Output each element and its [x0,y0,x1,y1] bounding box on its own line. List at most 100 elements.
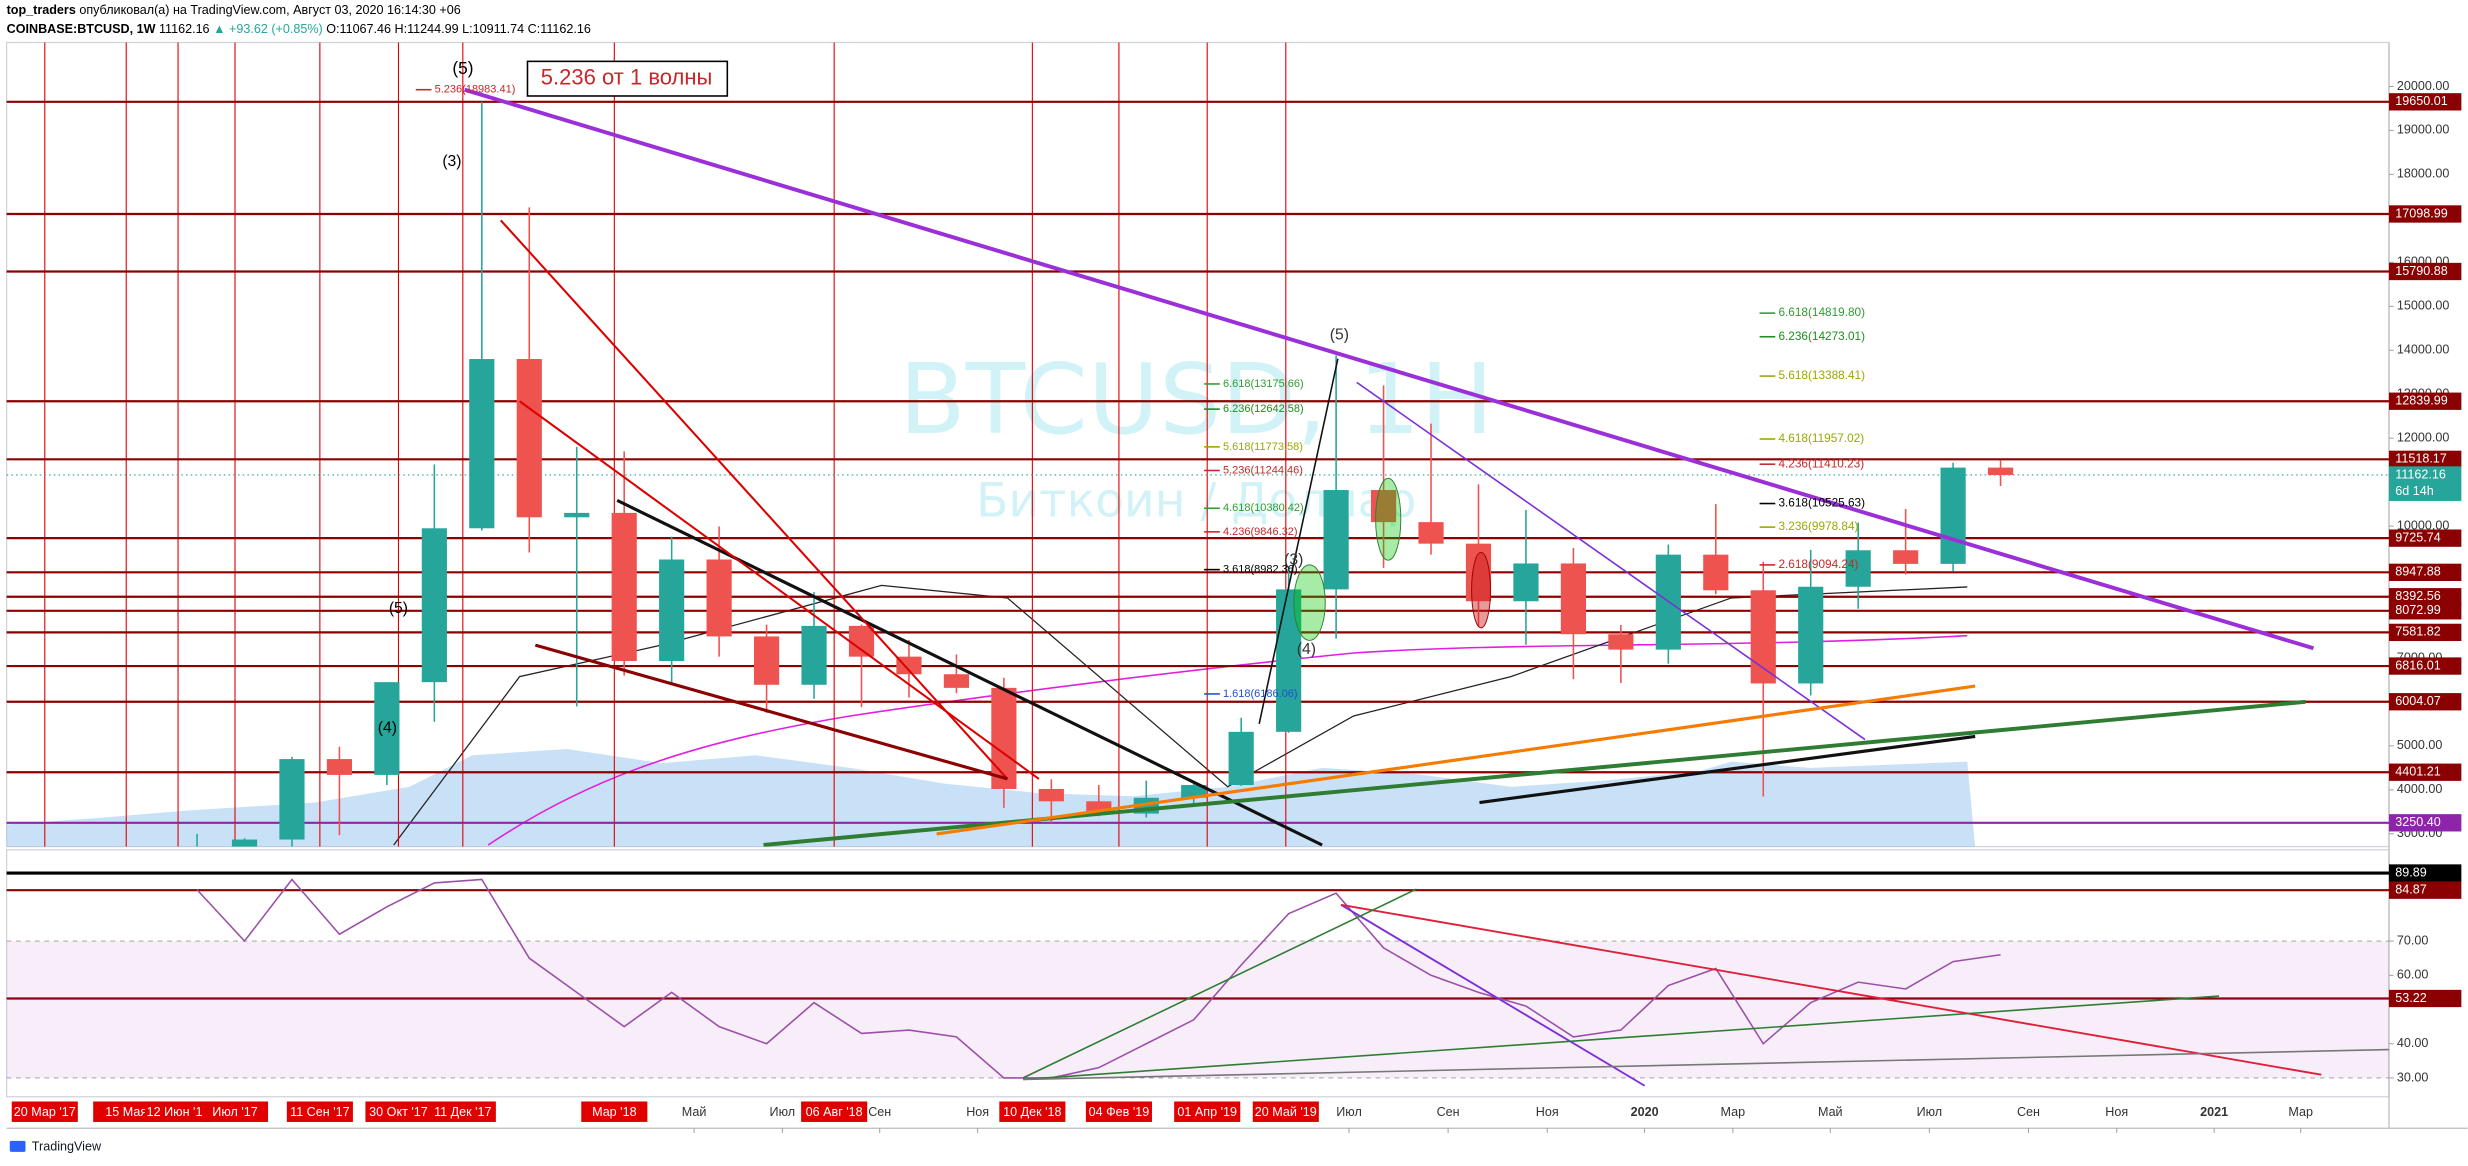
x-tick-box [145,1101,212,1122]
y-tick-label: 60.00 [2397,968,2428,982]
candle-body [1418,522,1444,544]
trendline [1023,995,2220,1081]
level-label: 17098.99 [2395,206,2447,220]
annotation: 6.618(14819.80) [1778,305,1865,319]
x-tick-box [286,1101,353,1122]
annotation: (5) [1330,326,1349,343]
candle-body [1750,590,1776,684]
trendline [1258,358,1339,724]
level-label: 11518.17 [2395,452,2447,466]
candle-body [1038,788,1064,802]
rsi-band [6,941,2389,1078]
x-tick-label: Ноя [966,1105,989,1119]
trendline [1022,888,1417,1079]
candle-body [611,512,637,662]
candle-body [659,559,685,662]
candle-body [279,759,305,840]
candle-body [1560,563,1587,635]
highlight-ellipse [1471,551,1491,629]
y-tick-label: 70.00 [2397,933,2428,947]
candle-body [943,674,970,688]
title-box [526,60,729,97]
level-label: 12839.99 [2395,394,2447,408]
x-tick-label: Май [1818,1105,1843,1119]
candle-body [1987,467,2014,475]
level-label-box [2388,529,2462,547]
x-tick-label: Июл '17 [212,1105,257,1119]
annotation: 4.236(11410.23) [1778,456,1864,470]
annotation: 6.236(12642.58) [1223,403,1304,415]
level-label-box [2388,814,2462,832]
trendline [1340,903,1646,1087]
highlight-ellipse [1375,477,1402,561]
annotation: 5.618(13388.41) [1778,368,1865,382]
candle-body [421,528,447,683]
trendline [463,87,2315,651]
candle-body [896,656,922,675]
level-label: 8947.88 [2395,565,2440,579]
annotation: (4) [1297,641,1316,658]
candle-body [1940,467,1966,564]
level-label-box [2388,989,2462,1008]
watermark-subtitle: Биткоин / Доллар [976,474,1416,529]
candle-body [1513,563,1539,602]
annotation: 4.618(10380.42) [1223,502,1304,514]
trendline [1356,381,1866,741]
x-tick-label: Ноя [1536,1105,1559,1119]
candle-body [753,636,780,685]
trendline [936,684,1976,836]
level-label-box [2388,881,2462,899]
watermark: BTCUSD, 1H [899,343,1494,457]
level-label-box [2388,864,2462,882]
candle-body [1276,589,1302,732]
x-tick-label: Май [682,1105,707,1119]
y-tick-label: 15000.00 [2397,299,2449,313]
annotation: (5) [452,58,473,78]
candle-body [1798,586,1824,684]
candle-body [516,359,542,518]
y-tick-label: 30.00 [2397,1070,2428,1084]
candle-body [1181,785,1207,798]
y-tick-label: 18000.00 [2397,167,2449,181]
level-label: 9725.74 [2395,530,2440,544]
y-tick-label: 20000.00 [2397,79,2449,93]
level-label: 8072.99 [2395,603,2440,617]
x-tick-label: 01 Апр '19 [1177,1105,1237,1119]
y-tick-label: 40.00 [2397,1036,2428,1050]
x-tick-box [201,1101,269,1122]
level-label-box [2388,450,2462,468]
x-tick-box [93,1101,160,1122]
symbol-line: COINBASE:BTCUSD, 1W 11162.16 ▲ +93.62 (+… [7,22,591,36]
x-tick-label: 04 Фев '19 [1089,1105,1150,1119]
ohlc-low: L:10911.74 [462,22,524,36]
trendline [1340,903,2322,1076]
annotation: 5.236(11244.46) [1223,464,1303,476]
rsi-background [6,878,2389,1079]
y-tick-label: 10000.00 [2397,518,2449,532]
level-label: 19650.01 [2395,94,2447,108]
level-label-box [2388,602,2462,620]
candle-layer [196,101,2014,847]
annotation: (5) [389,600,408,617]
annotation: 6.618(13175.66) [1223,378,1304,390]
annotation: 2.618(9094.24) [1778,557,1858,571]
annotation: (3) [442,153,461,170]
ohlc-close: C:11162.16 [528,22,591,36]
x-tick-box [581,1101,648,1122]
foreground-layer: 5.236 от 1 волны (5) (5) (3) (4) (3) (5) (4) 6.… [378,58,1865,737]
candle-body [469,359,495,529]
annotation: 5.618(11773.58) [1223,441,1303,453]
ohlc-open: O:11067.46 [326,22,391,36]
candle-body [1323,490,1349,590]
candle-body [231,839,258,847]
x-tick-label: 2021 [2200,1105,2228,1119]
x-tick-label: 30 Окт '17 [369,1105,428,1119]
x-tick-label: 10 Дек '18 [1003,1105,1061,1119]
level-label-box [2388,93,2462,111]
x-tick-label: 06 Авг '18 [806,1105,863,1119]
candle-body [801,625,827,685]
x-tick-box [999,1101,1066,1122]
candle-body [326,759,353,775]
x-tick-box [1085,1101,1152,1122]
